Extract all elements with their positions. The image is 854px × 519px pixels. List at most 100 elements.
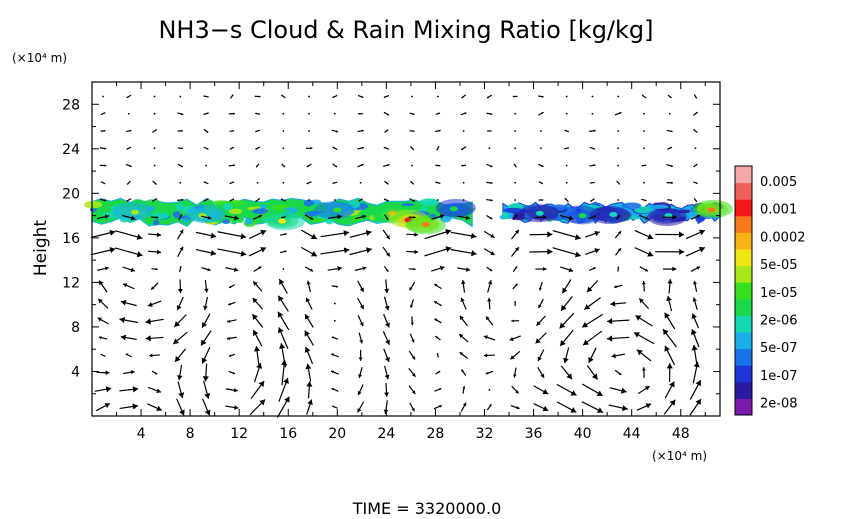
wind-arrow xyxy=(225,388,238,393)
wind-arrow xyxy=(433,283,442,290)
wind-arrow-head xyxy=(361,129,364,132)
wind-arrow-head xyxy=(541,199,544,201)
wind-arrow xyxy=(357,384,364,396)
wind-arrow-head xyxy=(436,148,439,151)
wind-arrow-head xyxy=(343,230,350,237)
colorbar-swatch xyxy=(735,315,752,333)
wind-arrow-head xyxy=(695,200,697,202)
wind-arrow xyxy=(556,401,577,413)
wind-arrow xyxy=(229,130,235,132)
wind-arrow-head xyxy=(132,386,139,393)
wind-arrow-head xyxy=(513,163,516,166)
wind-arrow xyxy=(510,405,520,410)
wind-arrow xyxy=(667,146,673,150)
wind-arrow-head xyxy=(438,388,442,391)
wind-arrow-head xyxy=(120,334,127,341)
wind-arrow-head xyxy=(563,357,569,364)
wind-arrow-head xyxy=(309,268,314,272)
wind-arrow xyxy=(357,315,364,327)
wind-arrow xyxy=(655,248,685,255)
wind-arrow-head xyxy=(255,130,257,133)
wind-arrow-head xyxy=(559,322,566,329)
wind-dot xyxy=(565,95,568,98)
wind-arrow-head xyxy=(669,381,675,388)
colorbar-swatch xyxy=(735,182,752,200)
wind-arrow xyxy=(616,180,621,185)
wind-arrow-head xyxy=(130,215,136,221)
wind-arrow-head xyxy=(357,408,362,413)
wind-arrow xyxy=(510,350,521,360)
wind-arrow xyxy=(457,215,471,220)
wind-arrow-head xyxy=(574,234,581,241)
wind-arrow xyxy=(249,399,266,416)
wind-arrow xyxy=(332,146,338,151)
wind-arrow-head xyxy=(105,370,110,375)
wind-arrow xyxy=(281,163,286,168)
wind-arrow xyxy=(560,296,573,312)
wind-arrow xyxy=(125,353,133,358)
wind-arrow xyxy=(435,181,441,184)
wind-arrow-head xyxy=(384,305,390,311)
wind-arrow-head xyxy=(385,339,390,345)
wind-arrow xyxy=(225,405,239,410)
wind-arrow xyxy=(434,335,441,341)
wind-arrow xyxy=(383,296,390,311)
wind-dot xyxy=(514,199,517,201)
wind-arrow xyxy=(203,198,209,202)
wind-arrow-head xyxy=(204,392,211,399)
wind-dot xyxy=(153,147,156,150)
wind-arrow-head xyxy=(618,182,620,185)
wind-dot xyxy=(308,199,311,201)
wind-dot xyxy=(668,112,671,115)
wind-arrow-head xyxy=(145,335,151,342)
wind-arrow xyxy=(203,128,209,134)
wind-arrow xyxy=(690,214,701,220)
wind-arrow-head xyxy=(410,146,413,149)
wind-arrow-head xyxy=(510,355,515,360)
wind-arrow-head xyxy=(541,112,544,115)
wind-arrow xyxy=(330,353,339,358)
wind-arrow-head xyxy=(413,267,416,271)
wind-arrow xyxy=(150,282,159,291)
wind-arrow xyxy=(556,383,577,396)
cloud-hotspot-core xyxy=(707,207,716,213)
wind-arrow xyxy=(203,112,209,116)
wind-arrow xyxy=(634,229,654,240)
wind-arrow-head xyxy=(104,214,110,219)
wind-arrow-head xyxy=(514,301,517,303)
wind-arrow-head xyxy=(309,216,314,220)
wind-arrow-head xyxy=(645,216,649,220)
wind-arrow xyxy=(408,368,416,378)
wind-arrow xyxy=(586,365,598,380)
colorbar-swatch xyxy=(735,199,752,217)
wind-arrow xyxy=(433,404,443,410)
wind-arrow-head xyxy=(540,373,545,378)
wind-arrow-head xyxy=(331,353,334,357)
wind-arrow-head xyxy=(384,130,387,133)
wind-arrow xyxy=(176,398,185,416)
x-tick-label: 48 xyxy=(672,426,690,442)
wind-arrow xyxy=(559,214,574,221)
wind-arrow xyxy=(639,266,649,272)
wind-arrow xyxy=(692,297,698,310)
wind-arrow xyxy=(201,346,211,364)
colorbar-swatch xyxy=(735,298,752,316)
x-tick-label: 12 xyxy=(230,426,248,442)
wind-arrow xyxy=(552,247,581,258)
wind-arrow-head xyxy=(256,362,263,369)
wind-arrow-head xyxy=(541,182,543,184)
colorbar-swatch xyxy=(735,166,752,184)
wind-arrow xyxy=(636,403,652,411)
wind-arrow xyxy=(483,335,496,341)
colorbar-label: 5e-05 xyxy=(760,258,798,273)
wind-arrow xyxy=(147,386,162,394)
wind-arrow xyxy=(459,351,468,359)
wind-arrow-head xyxy=(97,317,102,322)
wind-arrow-head xyxy=(284,216,286,218)
wind-dot xyxy=(282,268,285,270)
wind-arrow-head xyxy=(541,95,544,98)
wind-arrow-head xyxy=(136,251,143,258)
wind-arrow xyxy=(564,147,570,150)
wind-arrow xyxy=(195,231,217,239)
wind-arrow xyxy=(126,146,132,150)
